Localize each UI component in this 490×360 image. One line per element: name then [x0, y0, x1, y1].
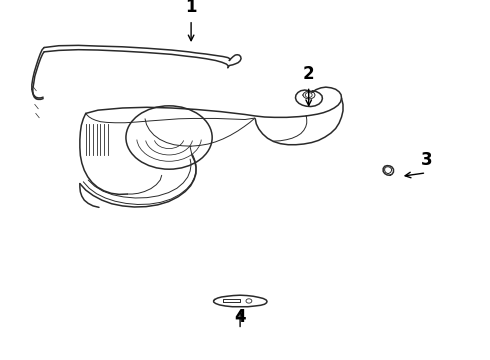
Text: 2: 2	[303, 65, 315, 83]
Text: 1: 1	[185, 0, 197, 16]
Text: 4: 4	[234, 308, 246, 326]
Text: 3: 3	[420, 151, 432, 169]
